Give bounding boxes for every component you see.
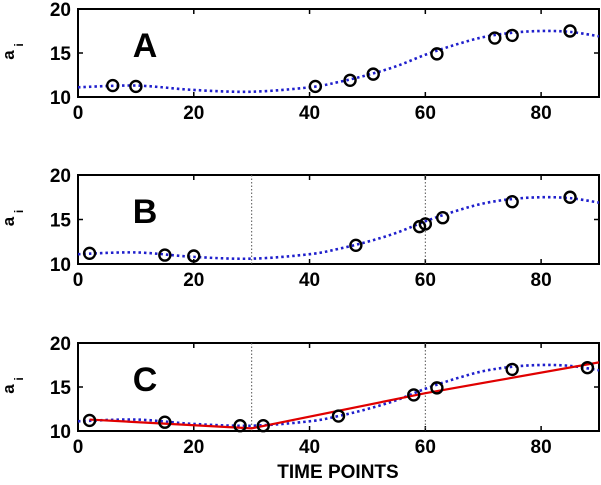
data-point [158,415,172,429]
x-tick-label: 0 [73,270,84,291]
data-point [106,78,120,93]
data-point [488,31,502,45]
y-tick-label: 10 [50,88,71,109]
data-point [256,419,270,433]
data-point [580,360,595,375]
y-axis-label-subscript: i [12,210,26,213]
x-tick-label: 80 [531,270,552,291]
y-tick-label: 10 [50,422,71,443]
data-point [82,246,97,261]
dotted-curve [78,29,599,94]
data-point [158,248,172,262]
panel-a: 0 20 40 60 80 10 15 20 a i A [0,0,600,124]
y-axis-label: a [0,384,18,394]
data-point [563,24,577,38]
data-point [331,409,346,423]
panel-label: B [133,193,158,231]
data-point [129,79,143,94]
data-point [505,28,519,43]
x-tick-label: 0 [73,103,84,124]
panel-label: A [133,27,158,65]
x-tick-label: 60 [415,437,436,458]
data-point [343,73,357,87]
data-point [233,419,247,433]
data-point [436,211,450,225]
panel-label: C [133,361,158,399]
x-tick-label: 20 [183,103,204,124]
y-tick-label: 15 [50,378,72,399]
x-tick-label: 0 [73,437,84,458]
data-point [430,381,444,395]
data-point [366,67,380,81]
y-axis-label: a [0,216,18,226]
x-tick-label: 80 [531,437,552,458]
x-tick-label: 40 [299,270,320,291]
data-point [187,249,201,263]
y-axis-label-subscript: i [12,43,26,46]
panel-b: 0 20 40 60 80 10 15 20 ai B [0,166,600,291]
x-tick-label: 40 [299,103,320,124]
y-axis-label-subscript: i [12,377,26,380]
dotted-curve [78,195,599,261]
panel-c: 0 20 40 60 80 10 15 20 a i C [0,334,600,458]
data-point [349,238,363,253]
y-tick-label: 10 [50,255,71,276]
x-tick-label: 60 [415,103,436,124]
y-axis-label: a [0,50,18,60]
x-axis-label: TIME POINTS [277,462,398,483]
y-tick-label: 20 [50,334,71,355]
data-point [418,217,433,231]
y-tick-label: 15 [50,211,72,232]
data-point [505,362,519,377]
x-tick-label: 20 [183,437,204,458]
y-tick-label: 15 [50,44,72,65]
data-point [407,388,421,402]
y-tick-label: 20 [50,0,71,21]
plot-area [78,29,599,94]
data-point [82,413,97,428]
data-point [430,47,444,61]
x-tick-label: 20 [183,270,204,291]
y-tick-label: 20 [50,166,71,187]
data-point [563,190,577,204]
plot-area [78,175,599,264]
data-point [505,194,519,209]
x-tick-label: 80 [531,103,552,124]
data-point [308,79,323,94]
x-tick-label: 40 [299,437,320,458]
dotted-curve [78,363,599,428]
x-tick-label: 60 [415,270,436,291]
